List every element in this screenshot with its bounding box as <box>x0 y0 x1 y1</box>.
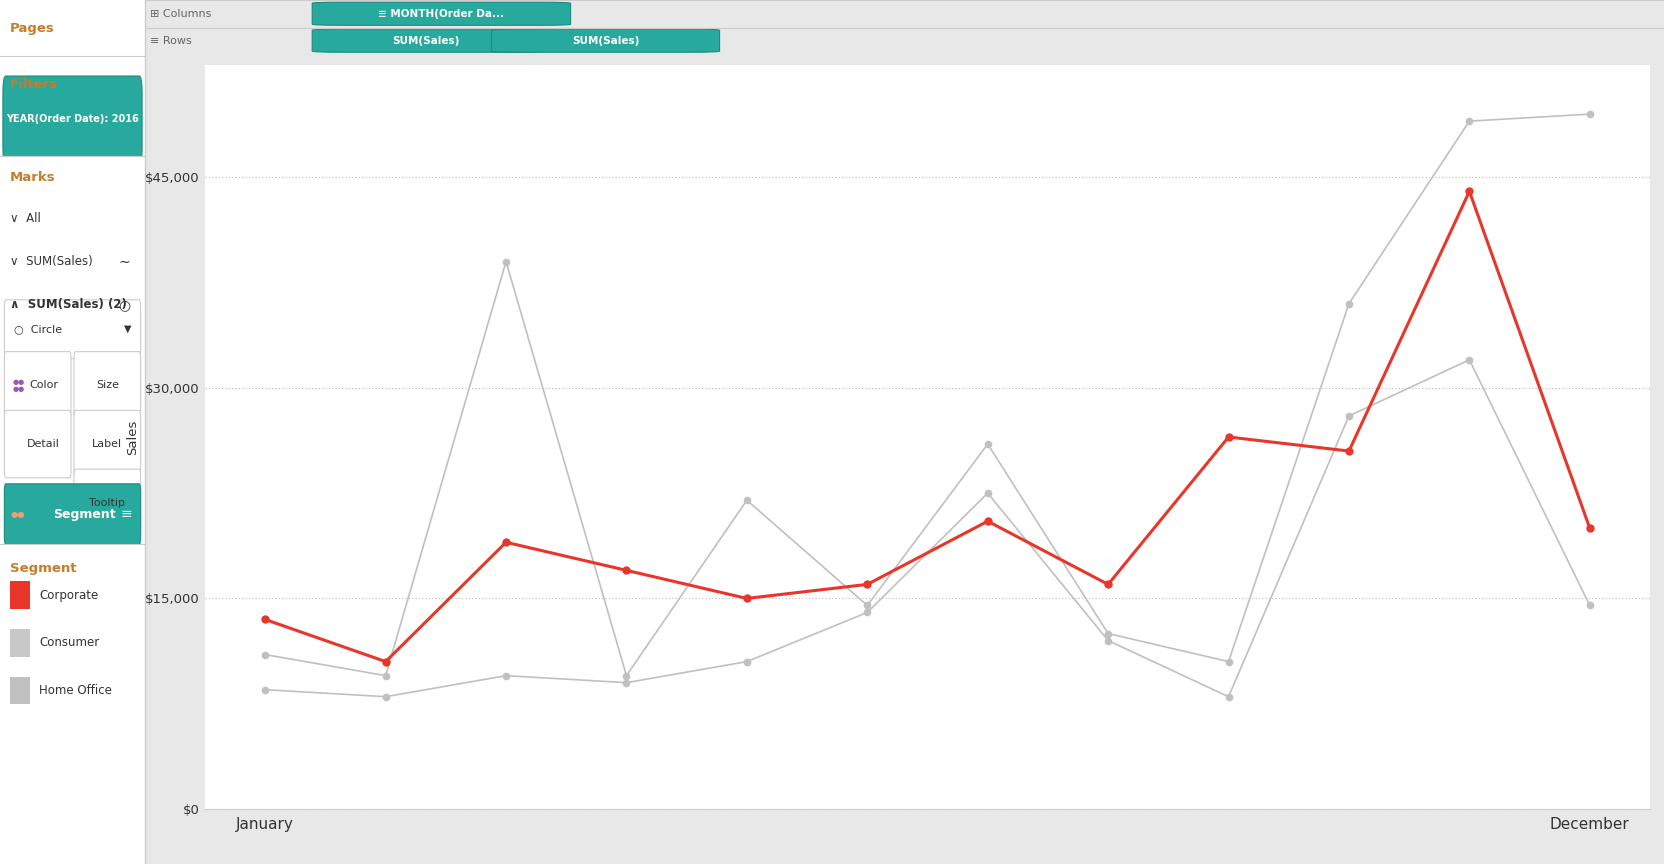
FancyBboxPatch shape <box>3 76 141 164</box>
Bar <box>10 677 30 704</box>
Text: ○: ○ <box>118 298 130 312</box>
FancyBboxPatch shape <box>313 3 571 25</box>
Text: ∨  All: ∨ All <box>10 212 42 225</box>
Text: ●●: ●● <box>10 510 25 518</box>
Text: Label: Label <box>92 439 121 449</box>
FancyBboxPatch shape <box>313 29 539 52</box>
Text: Tooltip: Tooltip <box>90 498 125 508</box>
Text: ⊞ Columns: ⊞ Columns <box>150 9 211 19</box>
Text: Corporate: Corporate <box>40 588 98 602</box>
FancyBboxPatch shape <box>73 410 140 478</box>
FancyBboxPatch shape <box>73 469 140 537</box>
Text: Consumer: Consumer <box>40 636 100 650</box>
FancyBboxPatch shape <box>491 29 719 52</box>
Text: ≡: ≡ <box>120 507 131 521</box>
Text: ▼: ▼ <box>125 324 131 334</box>
Text: ∧  SUM(Sales) (2): ∧ SUM(Sales) (2) <box>10 298 126 311</box>
Text: YEAR(Order Date): 2016: YEAR(Order Date): 2016 <box>7 114 138 124</box>
Text: Color: Color <box>28 380 58 391</box>
Text: Segment: Segment <box>53 507 115 521</box>
Text: Segment: Segment <box>10 562 77 575</box>
Text: SUM(Sales): SUM(Sales) <box>393 35 459 46</box>
Text: ≡ MONTH(Order Da...: ≡ MONTH(Order Da... <box>378 9 504 19</box>
FancyBboxPatch shape <box>5 352 72 419</box>
FancyBboxPatch shape <box>5 300 140 359</box>
Text: ≡ Rows: ≡ Rows <box>150 36 191 47</box>
Text: ∼: ∼ <box>118 255 130 269</box>
Text: ∨  SUM(Sales): ∨ SUM(Sales) <box>10 255 93 268</box>
Text: Size: Size <box>97 380 118 391</box>
Y-axis label: Sales: Sales <box>126 419 140 454</box>
FancyBboxPatch shape <box>5 410 72 478</box>
Text: Detail: Detail <box>27 439 60 449</box>
FancyBboxPatch shape <box>73 352 140 419</box>
Text: Pages: Pages <box>10 22 55 35</box>
Text: Filters: Filters <box>10 78 58 91</box>
Text: SUM(Sales): SUM(Sales) <box>571 35 639 46</box>
Bar <box>0 156 145 544</box>
FancyBboxPatch shape <box>5 484 140 544</box>
Bar <box>10 581 30 609</box>
Bar <box>0 544 145 864</box>
Text: Marks: Marks <box>10 171 55 184</box>
Text: ○  Circle: ○ Circle <box>15 324 63 334</box>
Text: ●●
●●: ●● ●● <box>13 378 25 392</box>
Bar <box>0 56 145 156</box>
Bar <box>10 629 30 657</box>
Text: Home Office: Home Office <box>40 683 111 697</box>
Bar <box>0 0 145 56</box>
